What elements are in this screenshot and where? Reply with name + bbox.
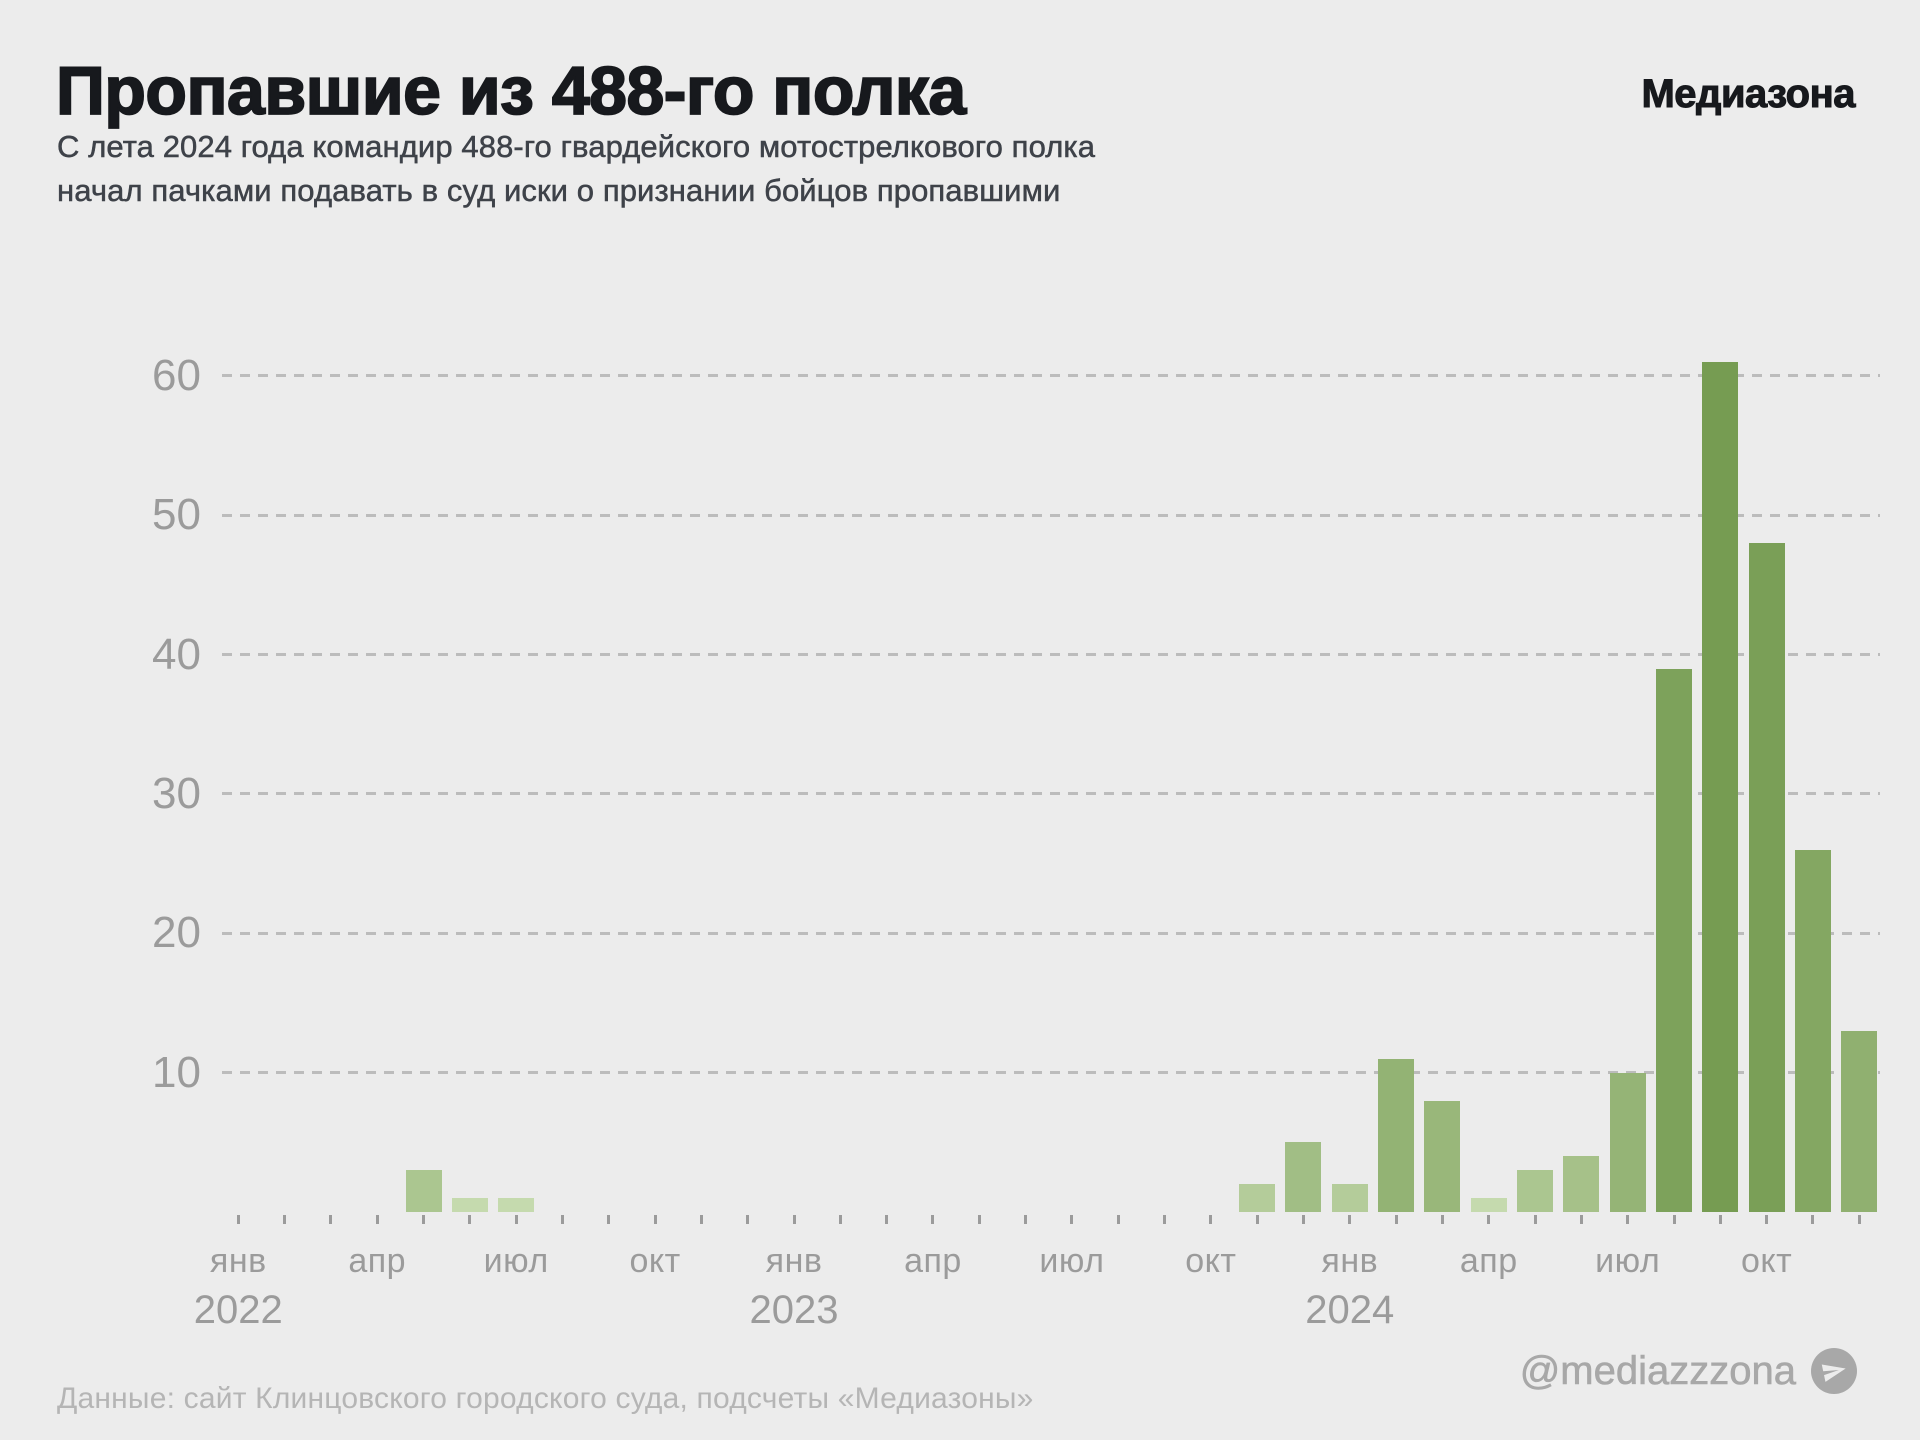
bar	[451, 1198, 488, 1212]
subtitle-line-1: С лета 2024 года командир 488-го гвардей…	[57, 129, 1096, 165]
x-axis-year-label: 2024	[1305, 1288, 1395, 1332]
x-axis-tick	[699, 1215, 703, 1224]
x-axis-month-label: окт	[1741, 1242, 1793, 1280]
x-axis-tick	[838, 1215, 842, 1224]
bar	[405, 1170, 442, 1212]
x-axis-month-label: окт	[1185, 1242, 1237, 1280]
x-axis-tick	[1209, 1215, 1213, 1224]
x-axis-tick	[1440, 1215, 1444, 1224]
x-axis-month-label: апр	[1459, 1242, 1518, 1280]
x-axis-month-label: июл	[1595, 1242, 1661, 1280]
y-axis-label: 20	[152, 908, 201, 958]
x-axis-tick	[607, 1215, 611, 1224]
bar	[1378, 1058, 1415, 1212]
bar	[1841, 1030, 1878, 1212]
x-axis-month-label: апр	[904, 1242, 962, 1280]
x-axis-tick	[1487, 1215, 1491, 1224]
x-axis-month-label: апр	[348, 1242, 407, 1280]
y-axis-label: 10	[152, 1047, 201, 1097]
x-axis-tick	[422, 1215, 426, 1224]
brand-logo: Медиазона	[1641, 72, 1856, 117]
x-axis-tick	[653, 1215, 657, 1224]
x-axis-tick	[1163, 1215, 1167, 1224]
x-axis-tick	[977, 1215, 981, 1224]
x-axis-month-label: янв	[765, 1242, 823, 1280]
x-axis-tick	[792, 1215, 796, 1224]
y-axis-label: 60	[152, 350, 201, 400]
x-axis-tick	[514, 1215, 518, 1224]
x-axis-month-label: янв	[1321, 1242, 1379, 1280]
gridline	[222, 653, 1880, 657]
x-axis-tick	[236, 1215, 240, 1224]
bar	[1517, 1170, 1554, 1212]
x-axis-year-label: 2023	[749, 1288, 839, 1332]
telegram-handle: @mediazzzona	[1519, 1348, 1796, 1393]
x-axis-tick	[931, 1215, 935, 1224]
x-axis-tick	[1394, 1215, 1398, 1224]
x-axis-tick	[1024, 1215, 1028, 1224]
x-axis-month-label: янв	[209, 1242, 267, 1280]
bar	[1331, 1184, 1368, 1212]
x-axis-tick	[746, 1215, 750, 1224]
bar	[1285, 1142, 1322, 1212]
x-axis-tick	[1255, 1215, 1259, 1224]
bar	[1563, 1156, 1600, 1212]
x-axis-tick	[1070, 1215, 1074, 1224]
x-axis-tick	[560, 1215, 564, 1224]
gridline	[222, 374, 1880, 378]
telegram-handle-group: @mediazzzona	[1519, 1348, 1857, 1394]
bar	[1794, 849, 1831, 1212]
x-axis-tick	[283, 1215, 287, 1224]
bar	[1239, 1184, 1276, 1212]
bar	[1702, 361, 1739, 1212]
x-axis-tick	[1672, 1215, 1676, 1224]
x-axis-tick	[1301, 1215, 1305, 1224]
gridline	[222, 792, 1880, 796]
x-axis-tick	[885, 1215, 889, 1224]
x-axis-tick	[375, 1215, 379, 1224]
bar	[498, 1198, 535, 1212]
gridline	[222, 931, 1880, 935]
x-axis-tick	[1533, 1215, 1537, 1224]
bar	[1609, 1072, 1646, 1212]
x-axis-year-label: 2022	[193, 1288, 283, 1332]
page-title: Пропавшие из 488-го полка	[55, 52, 967, 130]
source-note: Данные: сайт Клинцовского городского суд…	[57, 1382, 1034, 1415]
x-axis-tick	[1579, 1215, 1583, 1224]
bar	[1470, 1198, 1507, 1212]
y-axis-label: 50	[152, 490, 201, 540]
telegram-icon	[1811, 1348, 1857, 1394]
x-axis-tick	[1857, 1215, 1861, 1224]
subtitle: С лета 2024 года командир 488-го гвардей…	[57, 125, 1096, 213]
x-axis-month-label: июл	[483, 1242, 549, 1280]
bar	[1656, 668, 1692, 1212]
x-axis-tick	[329, 1215, 333, 1224]
x-axis-tick	[468, 1215, 472, 1224]
x-axis-tick	[1811, 1215, 1815, 1224]
gridline	[222, 513, 1880, 517]
x-axis-tick	[1348, 1215, 1352, 1224]
x-axis-tick	[1116, 1215, 1120, 1224]
x-axis-tick	[1626, 1215, 1630, 1224]
bar	[1748, 543, 1785, 1212]
x-axis-month-label: окт	[629, 1242, 681, 1280]
gridline	[222, 1071, 1880, 1075]
y-axis-label: 40	[152, 629, 201, 679]
x-axis-month-label: июл	[1039, 1242, 1105, 1280]
y-axis-label: 30	[152, 768, 201, 818]
x-axis-tick	[1765, 1215, 1769, 1224]
subtitle-line-2: начал пачками подавать в суд иски о приз…	[57, 173, 1061, 209]
x-axis-tick	[1718, 1215, 1722, 1224]
bar	[1424, 1100, 1461, 1212]
